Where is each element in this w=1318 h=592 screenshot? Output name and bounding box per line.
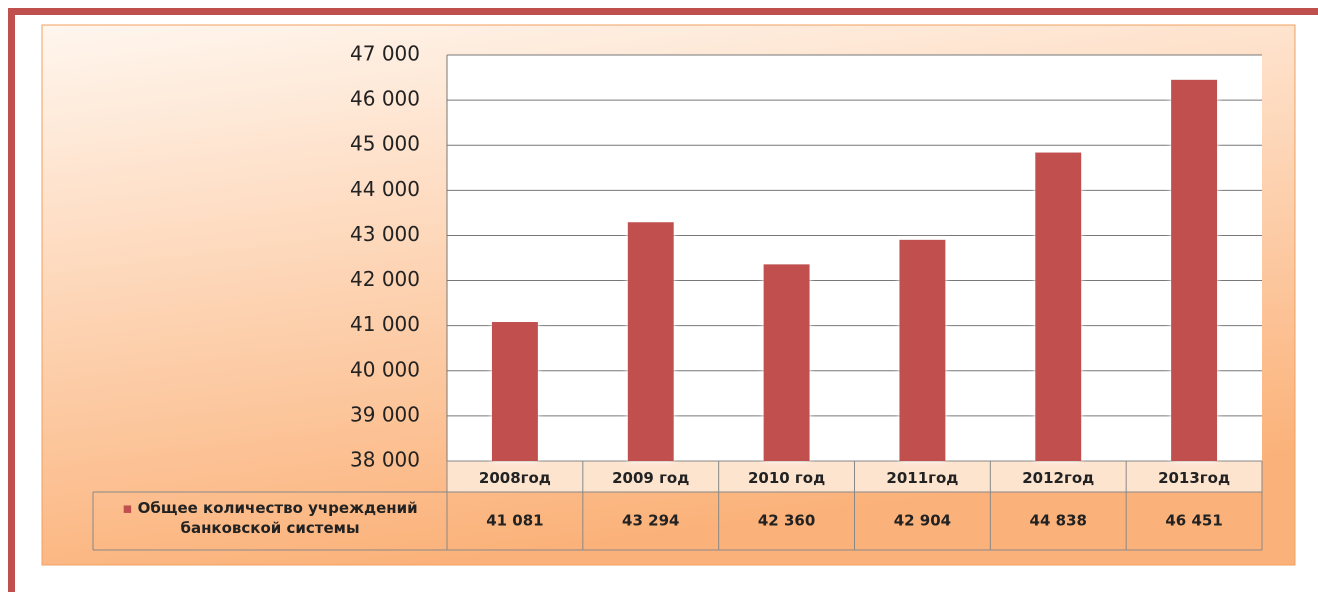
bar [491, 322, 538, 461]
value-label: 41 081 [486, 512, 543, 530]
value-label: 42 904 [894, 512, 951, 530]
value-label: 42 360 [758, 512, 815, 530]
x-tick-label: 2012год [1022, 469, 1094, 487]
frame-left [8, 8, 15, 592]
y-tick-label: 47 000 [350, 42, 420, 66]
y-tick-label: 46 000 [350, 87, 420, 111]
value-label: 43 294 [622, 512, 679, 530]
x-tick-label: 2009 год [612, 469, 689, 487]
legend-label: Общее количество учреждений банковской с… [137, 499, 418, 537]
y-tick-label: 43 000 [350, 222, 420, 246]
bar [627, 222, 674, 461]
value-label: 46 451 [1165, 512, 1222, 530]
y-tick-label: 38 000 [350, 448, 420, 472]
bar [899, 239, 946, 461]
y-tick-label: 40 000 [350, 357, 420, 381]
x-tick-label: 2008год [479, 469, 551, 487]
bar [1171, 79, 1218, 462]
bar [1035, 152, 1082, 462]
x-tick-label: 2010 год [748, 469, 825, 487]
y-tick-label: 39 000 [350, 402, 420, 426]
y-tick-label: 44 000 [350, 177, 420, 201]
y-tick-label: 41 000 [350, 312, 420, 336]
y-tick-label: 45 000 [350, 132, 420, 156]
bar [763, 264, 810, 461]
value-label: 44 838 [1030, 512, 1087, 530]
frame-top [8, 8, 1318, 15]
plot-area [447, 55, 1262, 461]
y-tick-label: 42 000 [350, 267, 420, 291]
legend: ▪ Общее количество учреждений банковской… [122, 499, 418, 537]
x-tick-label: 2013год [1158, 469, 1230, 487]
x-tick-label: 2011год [886, 469, 958, 487]
